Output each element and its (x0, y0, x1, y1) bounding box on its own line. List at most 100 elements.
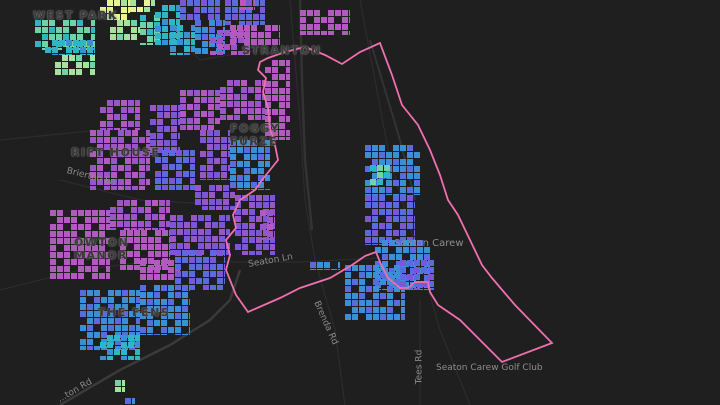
building (169, 251, 170, 257)
building (177, 222, 183, 228)
building (150, 105, 156, 111)
building (161, 313, 167, 319)
building (150, 154, 156, 155)
building (375, 247, 381, 253)
building (205, 215, 211, 221)
building (132, 144, 138, 150)
building (208, 118, 214, 124)
building (138, 207, 144, 213)
building (111, 158, 117, 164)
building (226, 215, 230, 221)
building (144, 7, 150, 12)
building (140, 274, 146, 280)
building (227, 115, 233, 120)
building (157, 126, 163, 132)
building (428, 267, 434, 273)
building (50, 252, 56, 258)
building (414, 180, 420, 186)
building (379, 159, 385, 165)
building (120, 265, 126, 270)
building (217, 278, 223, 284)
building (286, 81, 290, 87)
building (380, 314, 386, 320)
building (168, 292, 174, 298)
building (152, 200, 158, 206)
building (393, 166, 399, 172)
building (118, 165, 124, 171)
building (208, 90, 214, 96)
building (216, 206, 222, 210)
building (189, 257, 195, 263)
building (147, 22, 153, 28)
building (97, 151, 103, 157)
building (365, 152, 371, 158)
building (131, 214, 137, 220)
building (373, 300, 379, 306)
building (205, 229, 211, 235)
building (85, 266, 91, 272)
building (241, 87, 247, 93)
building (209, 199, 215, 205)
building (201, 97, 207, 103)
building (380, 293, 386, 299)
building (100, 107, 106, 113)
building (118, 179, 124, 185)
building (201, 111, 207, 117)
building (138, 27, 140, 33)
building (117, 207, 123, 213)
building (132, 158, 138, 164)
building (134, 251, 140, 257)
building (223, 34, 225, 40)
building (115, 304, 121, 310)
building (265, 147, 270, 153)
building (279, 102, 285, 108)
building (78, 238, 84, 244)
building (92, 217, 98, 223)
building (182, 306, 188, 312)
building (132, 137, 138, 143)
building (386, 216, 392, 222)
building (57, 238, 63, 244)
building (372, 202, 378, 208)
building (241, 94, 247, 100)
building (384, 165, 390, 171)
building (240, 7, 246, 10)
building (162, 265, 168, 270)
building (372, 173, 378, 179)
building (417, 254, 423, 260)
building (393, 216, 399, 222)
building (182, 257, 188, 263)
building (176, 12, 180, 18)
building (175, 271, 181, 277)
building (187, 118, 193, 124)
building (168, 274, 174, 280)
building (317, 269, 323, 270)
building (328, 17, 334, 23)
building (78, 252, 84, 258)
building (183, 185, 189, 190)
building (373, 314, 379, 320)
building (209, 41, 215, 47)
building (414, 288, 420, 290)
building (265, 81, 271, 87)
building (87, 304, 93, 310)
building (140, 292, 146, 298)
building (121, 100, 127, 106)
building (274, 231, 275, 237)
building (178, 112, 180, 118)
building (110, 27, 116, 33)
building (230, 192, 235, 198)
building (212, 243, 218, 249)
building (162, 251, 168, 257)
building (129, 325, 135, 331)
building (50, 259, 56, 265)
building (414, 260, 420, 266)
building (71, 238, 77, 244)
label-furze: FURZE (230, 135, 278, 148)
building (161, 320, 167, 326)
building (169, 244, 170, 250)
building (239, 14, 245, 20)
building (400, 145, 406, 151)
building (108, 290, 114, 296)
